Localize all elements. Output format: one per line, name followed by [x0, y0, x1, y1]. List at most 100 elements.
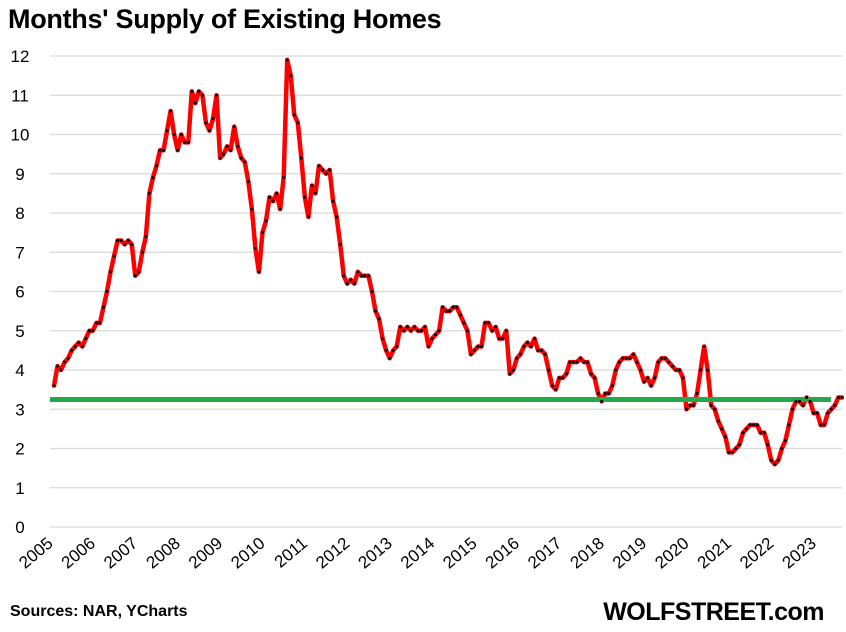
data-point — [197, 89, 201, 93]
data-point — [586, 360, 590, 364]
data-point — [646, 376, 650, 380]
data-point — [356, 270, 360, 274]
data-point — [748, 423, 752, 427]
data-point — [66, 356, 70, 360]
data-point — [200, 93, 204, 97]
data-point — [179, 133, 183, 136]
data-point — [727, 450, 731, 454]
data-point — [752, 423, 756, 427]
data-point — [63, 360, 67, 364]
data-point — [465, 329, 469, 333]
data-point — [529, 344, 533, 348]
data-point — [158, 148, 162, 152]
data-point — [264, 219, 268, 223]
data-point — [480, 344, 484, 348]
data-point — [692, 403, 696, 407]
data-point — [653, 376, 657, 380]
data-point — [282, 176, 286, 180]
data-point — [211, 117, 215, 121]
data-point — [253, 246, 257, 250]
data-point — [829, 407, 833, 411]
data-point — [780, 447, 784, 450]
data-point — [547, 368, 551, 372]
data-point — [147, 191, 151, 195]
data-point — [335, 215, 339, 219]
data-point — [801, 403, 805, 407]
data-point — [398, 325, 402, 329]
data-point — [472, 348, 476, 352]
data-point — [656, 360, 660, 364]
data-point — [554, 388, 558, 392]
data-point — [324, 172, 328, 176]
data-point — [578, 356, 582, 360]
data-point — [677, 368, 681, 372]
y-tick-label: 11 — [11, 86, 29, 105]
data-point — [278, 207, 282, 211]
data-point — [575, 360, 579, 364]
data-point — [776, 458, 780, 462]
data-point — [243, 160, 247, 164]
data-point — [338, 242, 342, 246]
x-tick-label: 2014 — [397, 534, 438, 573]
data-point — [525, 341, 529, 345]
data-point — [359, 274, 363, 278]
data-point — [296, 121, 300, 125]
data-point — [639, 368, 643, 372]
x-axis-ticks: 2005 2006 2007 2008 2009 2010 2011 2012 2013 2014… — [15, 534, 819, 573]
data-point — [91, 329, 95, 333]
data-point — [123, 242, 127, 246]
data-point — [766, 443, 770, 447]
x-tick-label: 2015 — [439, 534, 480, 573]
data-point — [642, 380, 646, 384]
data-point — [250, 207, 254, 211]
y-tick-label: 4 — [15, 361, 24, 380]
data-point — [321, 168, 325, 172]
data-point — [416, 329, 420, 333]
data-point — [215, 93, 219, 97]
y-tick-label: 6 — [15, 283, 24, 302]
x-tick-label: 2019 — [609, 534, 650, 573]
data-point — [437, 329, 441, 333]
data-point — [374, 309, 378, 313]
data-point — [80, 344, 84, 348]
data-point — [819, 423, 823, 427]
data-point — [427, 344, 431, 348]
data-point — [773, 462, 777, 466]
data-point — [271, 199, 275, 203]
data-point — [112, 254, 116, 258]
y-tick-label: 8 — [15, 204, 24, 223]
data-point — [236, 144, 240, 148]
data-point — [176, 148, 180, 152]
data-point — [98, 321, 102, 325]
data-point — [207, 129, 211, 133]
data-point — [699, 368, 703, 372]
data-point — [172, 133, 176, 136]
data-point — [84, 337, 88, 341]
chart-title: Months' Supply of Existing Homes — [8, 4, 442, 34]
data-point — [133, 274, 137, 278]
data-point — [836, 395, 840, 399]
data-point — [137, 270, 141, 274]
data-point — [462, 321, 466, 325]
data-point — [109, 270, 113, 274]
data-point — [557, 376, 561, 380]
data-point — [331, 199, 335, 203]
data-point — [303, 195, 307, 199]
data-point — [229, 148, 233, 152]
data-point — [140, 250, 144, 254]
data-point — [119, 238, 123, 242]
data-point — [681, 376, 685, 380]
data-point — [483, 321, 487, 325]
data-point — [299, 156, 303, 160]
y-tick-label: 1 — [15, 479, 24, 498]
data-point — [73, 344, 77, 348]
data-point — [501, 337, 505, 341]
data-point — [455, 305, 459, 309]
data-point — [822, 423, 826, 427]
x-tick-label: 2012 — [312, 534, 353, 573]
data-point — [162, 148, 166, 152]
data-point — [660, 356, 664, 360]
x-tick-label: 2006 — [58, 534, 99, 573]
data-point — [674, 368, 678, 372]
